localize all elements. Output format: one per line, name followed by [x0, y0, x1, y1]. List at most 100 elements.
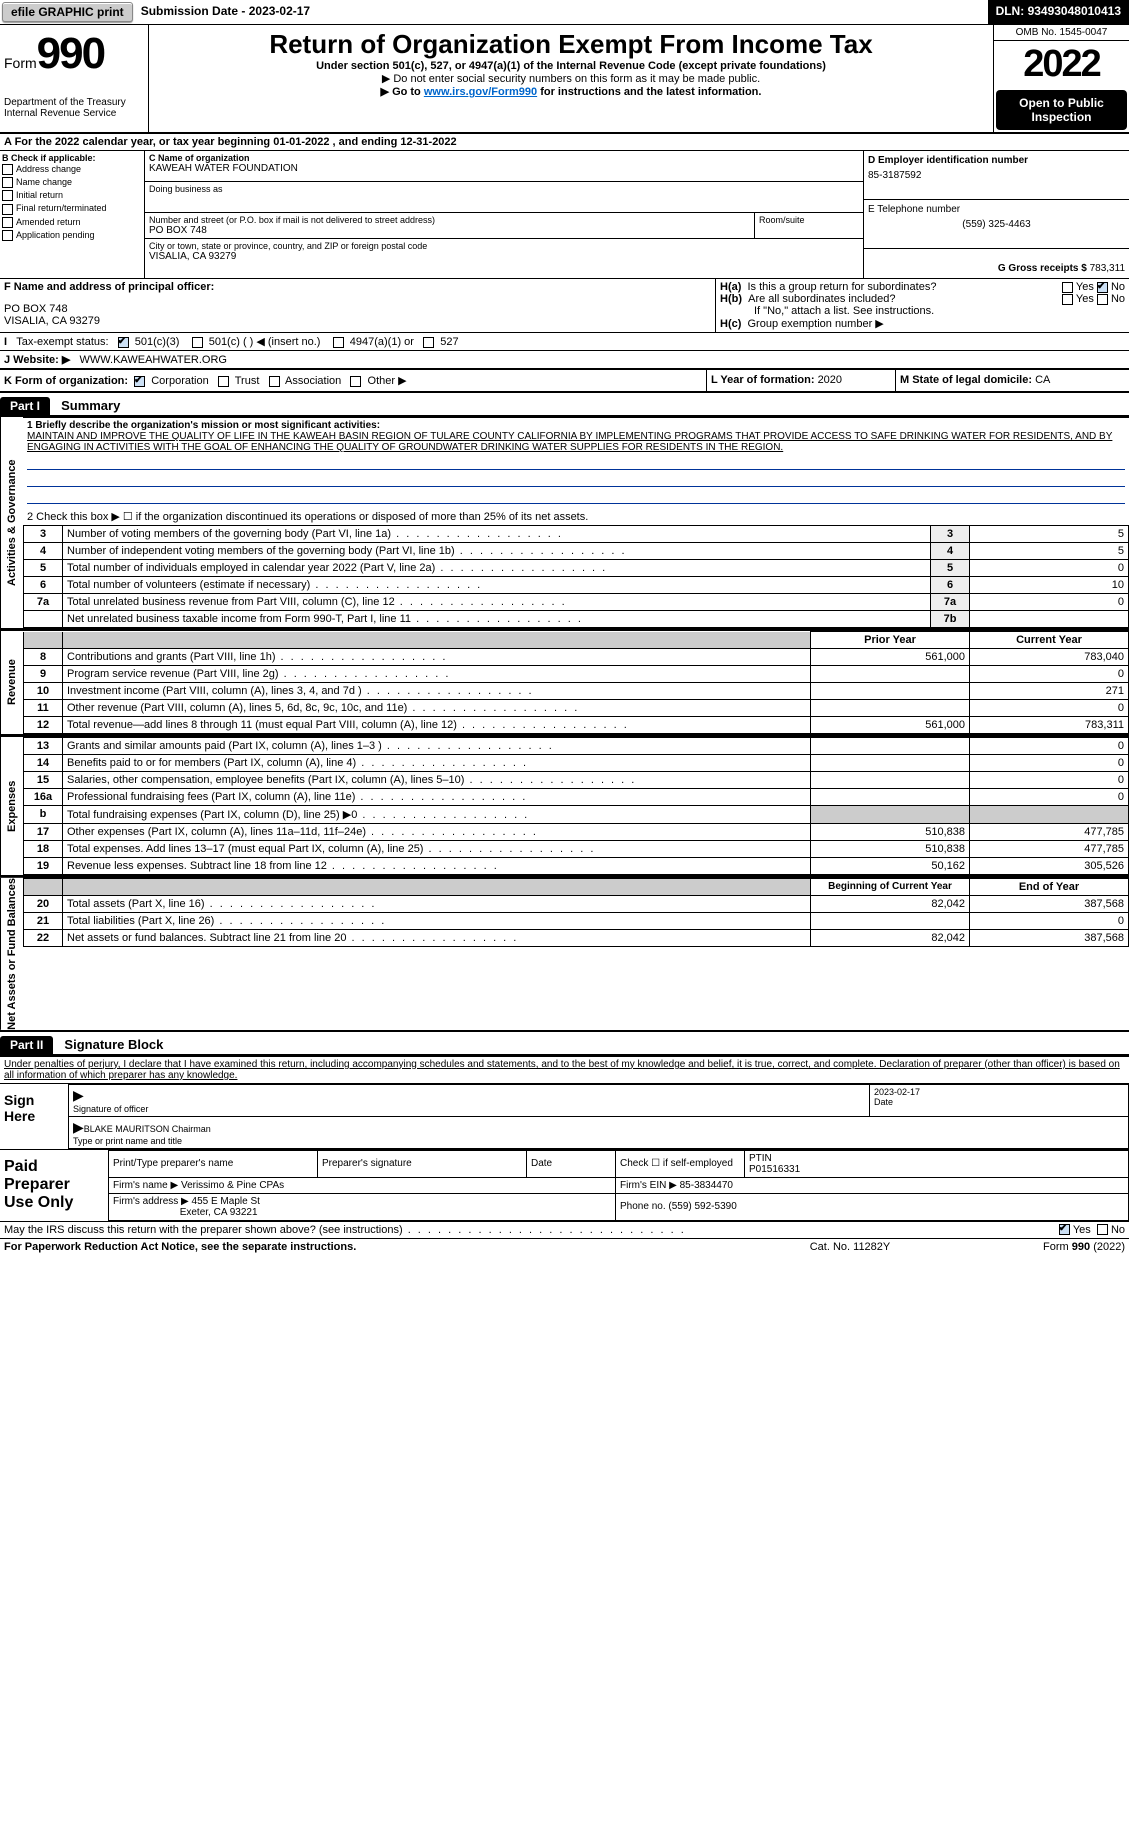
current-value: 305,526: [970, 858, 1129, 875]
open-to-public: Open to Public Inspection: [996, 90, 1127, 130]
line-num: 15: [24, 772, 63, 789]
prior-value: 82,042: [811, 930, 970, 947]
current-value: 0: [970, 755, 1129, 772]
irs-link[interactable]: www.irs.gov/Form990: [424, 86, 537, 98]
website-label: J Website: ▶: [4, 354, 70, 366]
chk-hb-yes[interactable]: [1062, 294, 1073, 305]
side-governance: Activities & Governance: [0, 417, 23, 628]
org-city: VISALIA, CA 93279: [149, 251, 859, 262]
efile-button[interactable]: efile GRAPHIC print: [2, 2, 133, 22]
paid-preparer-label: PaidPreparerUse Only: [0, 1150, 108, 1221]
gross-label: G Gross receipts $: [998, 263, 1090, 274]
signature-block: Under penalties of perjury, I declare th…: [0, 1055, 1129, 1238]
governance-table: 3 Number of voting members of the govern…: [23, 525, 1129, 628]
firm-addr1: 455 E Maple St: [192, 1196, 260, 1207]
row-a-label: A For the 2022 calendar year, or tax yea…: [4, 136, 273, 148]
sign-here-label: SignHere: [0, 1084, 68, 1149]
current-value: 387,568: [970, 930, 1129, 947]
line-text: Revenue less expenses. Subtract line 18 …: [63, 858, 811, 875]
prep-date-label: Date: [527, 1150, 616, 1177]
row-a-tax-year: A For the 2022 calendar year, or tax yea…: [0, 134, 1129, 151]
line-box: 4: [931, 543, 970, 560]
chk-trust[interactable]: [218, 376, 229, 387]
line-num: 14: [24, 755, 63, 772]
state-domicile: CA: [1035, 374, 1050, 386]
chk-amended[interactable]: [2, 217, 13, 228]
col-d-ein-phone: D Employer identification number 85-3187…: [863, 151, 1129, 278]
prior-value: 82,042: [811, 896, 970, 913]
prior-value: [811, 666, 970, 683]
chk-501c[interactable]: [192, 337, 203, 348]
lbl-address-change: Address change: [16, 164, 81, 174]
line-value: 5: [970, 543, 1129, 560]
prep-sig-label: Preparer's signature: [318, 1150, 527, 1177]
chk-name-change[interactable]: [2, 177, 13, 188]
table-row: 12 Total revenue—add lines 8 through 11 …: [24, 717, 1129, 734]
firm-phone-label: Phone no.: [620, 1201, 668, 1212]
discuss-row: May the IRS discuss this return with the…: [0, 1221, 1129, 1238]
prior-value: 561,000: [811, 717, 970, 734]
org-name: KAWEAH WATER FOUNDATION: [149, 163, 859, 174]
footer-catno: Cat. No. 11282Y: [775, 1241, 925, 1253]
line-value: 5: [970, 526, 1129, 543]
current-value: [970, 806, 1129, 824]
line-box: 7a: [931, 594, 970, 611]
chk-ha-no[interactable]: [1097, 282, 1108, 293]
section-netassets: Net Assets or Fund Balances Beginning of…: [0, 877, 1129, 1032]
chk-discuss-yes[interactable]: [1059, 1224, 1070, 1235]
row-j-website: J Website: ▶ WWW.KAWEAHWATER.ORG: [0, 351, 1129, 369]
line-box: 6: [931, 577, 970, 594]
firm-phone: (559) 592-5390: [668, 1201, 736, 1212]
chk-527[interactable]: [423, 337, 434, 348]
line-num: 8: [24, 649, 63, 666]
website-value: WWW.KAWEAHWATER.ORG: [80, 354, 227, 366]
subtitle-1: Under section 501(c), 527, or 4947(a)(1)…: [153, 60, 989, 72]
side-netassets: Net Assets or Fund Balances: [0, 878, 23, 1030]
chk-ha-yes[interactable]: [1062, 282, 1073, 293]
line-text: Total number of individuals employed in …: [63, 560, 931, 577]
opt-assoc: Association: [285, 375, 341, 387]
chk-app-pending[interactable]: [2, 230, 13, 241]
side-revenue: Revenue: [0, 631, 23, 734]
paid-preparer-table: Print/Type preparer's name Preparer's si…: [108, 1150, 1129, 1221]
chk-4947[interactable]: [333, 337, 344, 348]
omb-number: OMB No. 1545-0047: [994, 25, 1129, 41]
chk-hb-no[interactable]: [1097, 294, 1108, 305]
addr-label: Number and street (or P.O. box if mail i…: [149, 215, 750, 225]
row-klm: K Form of organization: Corporation Trus…: [0, 369, 1129, 393]
line-num: 5: [24, 560, 63, 577]
line-text: Total assets (Part X, line 16): [63, 896, 811, 913]
firm-addr-label: Firm's address ▶: [113, 1196, 189, 1207]
line-num: 3: [24, 526, 63, 543]
line-text: Total expenses. Add lines 13–17 (must eq…: [63, 841, 811, 858]
submission-date-label: Submission Date -: [141, 4, 249, 18]
table-row: 20 Total assets (Part X, line 16) 82,042…: [24, 896, 1129, 913]
current-value: 477,785: [970, 824, 1129, 841]
current-value: 0: [970, 913, 1129, 930]
chk-other[interactable]: [350, 376, 361, 387]
table-row: 10 Investment income (Part VIII, column …: [24, 683, 1129, 700]
chk-address-change[interactable]: [2, 164, 13, 175]
current-value: 0: [970, 789, 1129, 806]
current-year-hdr: Current Year: [970, 632, 1129, 649]
chk-final-return[interactable]: [2, 204, 13, 215]
line-num: 13: [24, 738, 63, 755]
prior-year-hdr: Prior Year: [811, 632, 970, 649]
current-value: 0: [970, 772, 1129, 789]
chk-501c3[interactable]: [118, 337, 129, 348]
net-end-hdr: End of Year: [970, 879, 1129, 896]
chk-discuss-no[interactable]: [1097, 1224, 1108, 1235]
chk-initial-return[interactable]: [2, 190, 13, 201]
arrow-icon: ▶: [73, 1087, 84, 1103]
line-text: Program service revenue (Part VIII, line…: [63, 666, 811, 683]
line-num: 9: [24, 666, 63, 683]
line-text: Grants and similar amounts paid (Part IX…: [63, 738, 811, 755]
opt-501c: 501(c) ( ) ◀ (insert no.): [209, 336, 321, 348]
chk-corp[interactable]: [134, 376, 145, 387]
chk-assoc[interactable]: [269, 376, 280, 387]
room-label: Room/suite: [759, 215, 859, 225]
lbl-initial-return: Initial return: [16, 190, 63, 200]
discuss-no: No: [1111, 1224, 1125, 1236]
lbl-final-return: Final return/terminated: [16, 203, 107, 213]
firm-ein-label: Firm's EIN ▶: [620, 1180, 677, 1191]
